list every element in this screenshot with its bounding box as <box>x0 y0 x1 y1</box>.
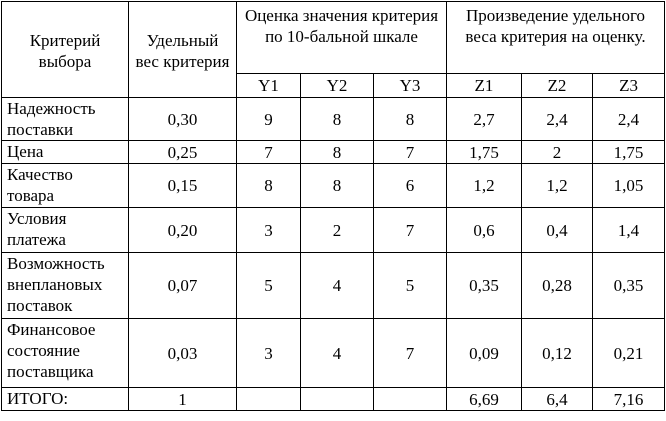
score-cell: 7 <box>373 140 447 164</box>
score-cell: 5 <box>236 252 301 319</box>
product-cell: 0,28 <box>521 252 593 319</box>
criteria-table: Критерий выбора Удельный вес критерия Оц… <box>1 1 666 411</box>
score-cell: 8 <box>300 140 374 164</box>
score-cell: 7 <box>373 207 447 253</box>
product-cell: 0,4 <box>521 207 593 253</box>
product-cell: 2,4 <box>521 97 593 141</box>
score-cell: 6 <box>373 163 447 208</box>
header-cell: Z3 <box>591 73 666 98</box>
product-cell: 0,09 <box>446 318 522 388</box>
product-cell: 1,2 <box>521 163 593 208</box>
score-cell: 2 <box>300 207 374 253</box>
score-cell: 9 <box>236 97 301 141</box>
table-row: Качество товара 0,15 8 8 6 1,2 1,2 1,05 <box>1 163 666 208</box>
header-cell: Y3 <box>373 73 447 98</box>
score-cell: 3 <box>236 207 301 253</box>
table-row: Цена 0,25 7 8 7 1,75 2 1,75 <box>1 140 666 164</box>
product-cell: 0,12 <box>521 318 593 388</box>
criterion-cell: Финансовое состояние поставщика <box>1 318 129 388</box>
weight-cell: 0,20 <box>128 207 237 253</box>
score-cell: 8 <box>373 97 447 141</box>
header-cell: Y2 <box>300 73 374 98</box>
table-row: Финансовое состояние поставщика 0,03 3 4 7 0,… <box>1 318 666 388</box>
table-row: Условия платежа 0,20 3 2 7 0,6 0,4 1,4 <box>1 207 666 253</box>
table-row: Надежность поставки 0,30 9 8 8 2,7 2,4 2,4 <box>1 97 666 141</box>
product-cell: 1,05 <box>591 163 666 208</box>
criterion-cell: Цена <box>1 140 129 164</box>
weight-cell: 1 <box>128 387 237 411</box>
score-cell: 7 <box>236 140 301 164</box>
score-cell <box>300 387 374 411</box>
header-cell: Z1 <box>446 73 522 98</box>
criterion-cell: Условия платежа <box>1 207 129 253</box>
product-cell: 1,4 <box>591 207 666 253</box>
header-cell: Оценка значения критерия по 10-бальной ш… <box>236 1 447 74</box>
score-cell: 4 <box>300 252 374 319</box>
criterion-cell: ИТОГО: <box>1 387 129 411</box>
header-cell: Y1 <box>236 73 301 98</box>
header-cell: Z2 <box>521 73 593 98</box>
score-cell: 3 <box>236 318 301 388</box>
score-cell <box>236 387 301 411</box>
product-cell: 0,21 <box>591 318 666 388</box>
product-cell: 1,2 <box>446 163 522 208</box>
weight-cell: 0,03 <box>128 318 237 388</box>
product-cell: 2 <box>521 140 593 164</box>
weight-cell: 0,25 <box>128 140 237 164</box>
criterion-cell: Надежность поставки <box>1 97 129 141</box>
score-cell: 8 <box>300 97 374 141</box>
product-cell: 0,6 <box>446 207 522 253</box>
product-cell: 1,75 <box>446 140 522 164</box>
criterion-cell: Возможность внеплановых поставок <box>1 252 129 319</box>
product-cell: 6,69 <box>446 387 522 411</box>
table-row: ИТОГО: 1 6,69 6,4 7,16 <box>1 387 666 411</box>
score-cell: 5 <box>373 252 447 319</box>
score-cell: 4 <box>300 318 374 388</box>
score-cell: 8 <box>300 163 374 208</box>
product-cell: 0,35 <box>446 252 522 319</box>
product-cell: 7,16 <box>591 387 666 411</box>
product-cell: 6,4 <box>521 387 593 411</box>
score-cell <box>373 387 447 411</box>
weight-cell: 0,07 <box>128 252 237 319</box>
header-cell: Удельный вес критерия <box>128 1 237 98</box>
table-row: Возможность внеплановых поставок 0,07 5 4 5 0… <box>1 252 666 319</box>
product-cell: 2,7 <box>446 97 522 141</box>
weight-cell: 0,15 <box>128 163 237 208</box>
criterion-cell: Качество товара <box>1 163 129 208</box>
score-cell: 7 <box>373 318 447 388</box>
header-cell: Произведение удельного веса критерия на … <box>445 1 666 74</box>
header-cell: Критерий выбора <box>1 1 129 98</box>
product-cell: 0,35 <box>591 252 666 319</box>
product-cell: 2,4 <box>591 97 666 141</box>
weight-cell: 0,30 <box>128 97 237 141</box>
score-cell: 8 <box>236 163 301 208</box>
product-cell: 1,75 <box>591 140 666 164</box>
